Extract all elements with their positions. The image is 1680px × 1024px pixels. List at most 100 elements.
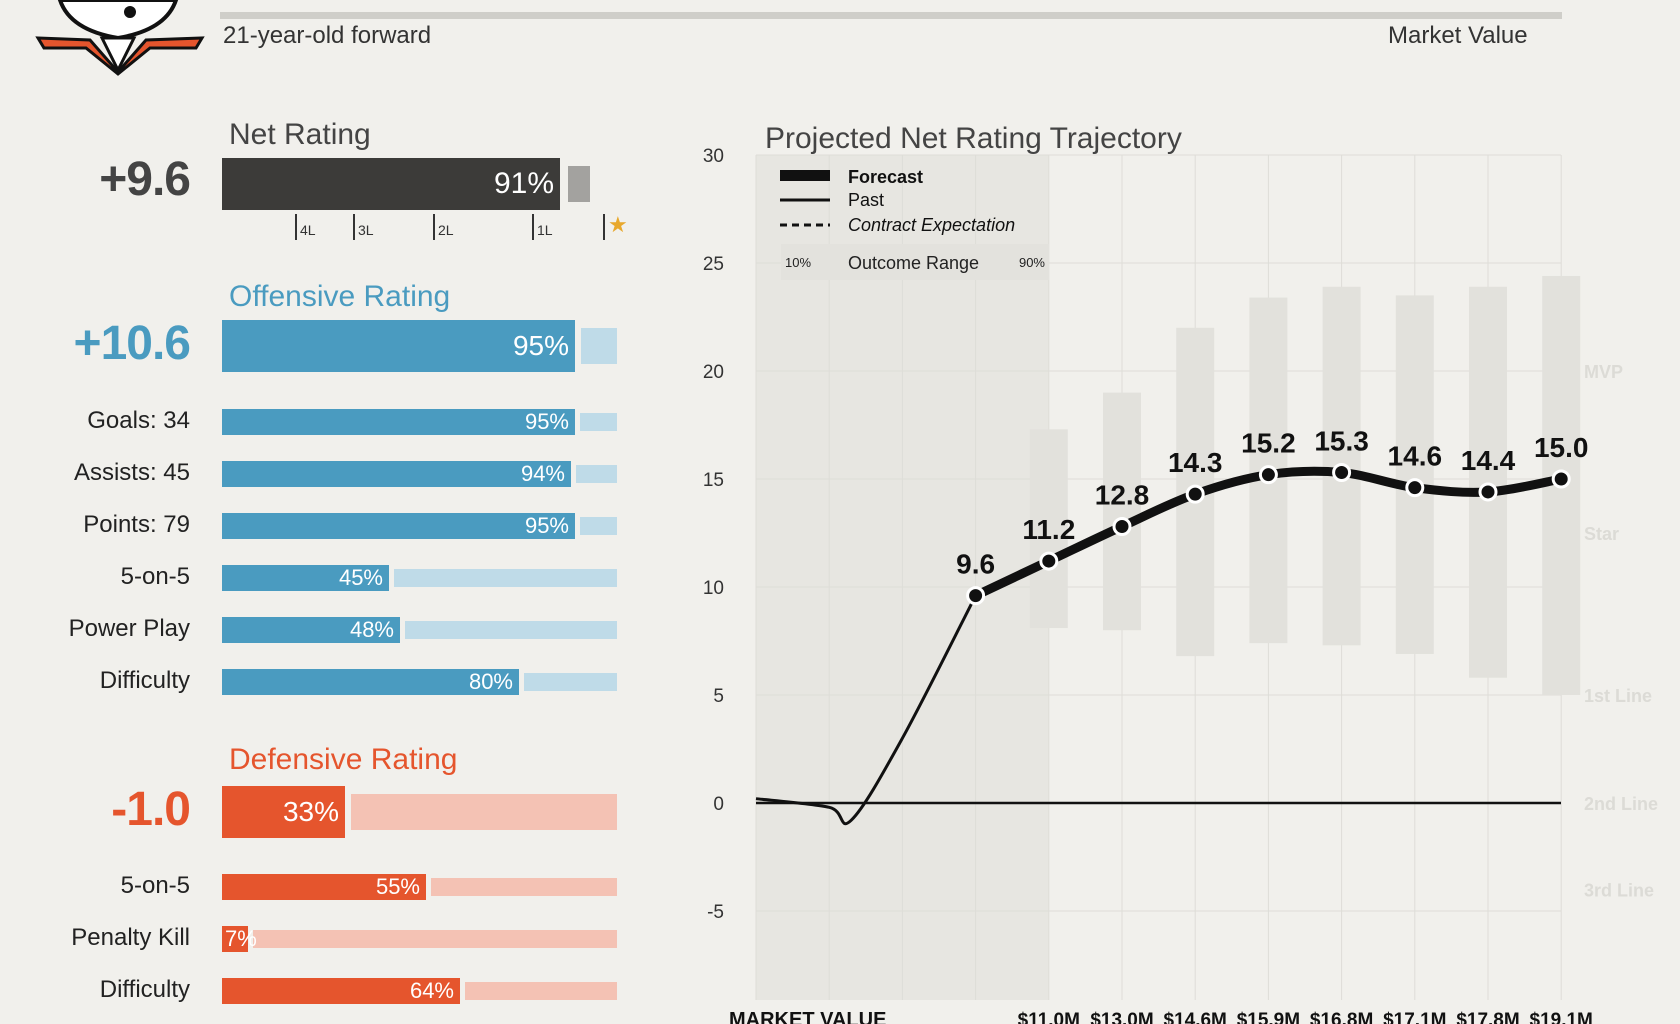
offense-row-bar-rest	[576, 464, 617, 484]
outcome-range-band	[1029, 429, 1068, 629]
offense-row-bar-fill	[222, 513, 575, 539]
x-tick-label: $17.1M	[1383, 1010, 1446, 1024]
net-rating-bar-rest	[568, 165, 590, 203]
offense-row-pct: 80%	[468, 669, 513, 694]
forecast-point	[966, 586, 986, 606]
offense-row-label: Power Play	[68, 615, 190, 642]
defense-row-bar-rest	[253, 929, 617, 949]
x-tick-label: $17.8M	[1456, 1010, 1519, 1024]
defensive-rating-pct: 33%	[282, 796, 339, 827]
player-subtitle: 21-year-old forward	[223, 22, 432, 49]
offense-row-pct: 95%	[524, 409, 569, 434]
chart-title: Projected Net Rating Trajectory	[765, 122, 1182, 155]
outcome-range-band	[1542, 275, 1581, 695]
x-tick-label: $16.8M	[1310, 1010, 1373, 1024]
offense-row-bar-fill	[222, 461, 571, 487]
net-rating-pct: 91%	[493, 167, 554, 200]
tier-label: Star	[1584, 524, 1619, 544]
defense-row-pct: 64%	[409, 978, 454, 1003]
offense-row-label: Goals: 34	[87, 407, 190, 434]
x-tick-label: $11.0M	[1018, 1010, 1080, 1024]
tick-1l: 1L	[532, 214, 553, 240]
offense-row-bar-rest	[580, 516, 617, 536]
offense-row-pct: 95%	[524, 513, 569, 538]
tick-4l: 4L	[295, 214, 316, 240]
forecast-point	[1332, 463, 1352, 483]
x-tick-label: $15.9M	[1237, 1010, 1300, 1024]
offense-row-bar: 45%	[222, 565, 617, 591]
defensive-rating-bar: 33%	[222, 786, 617, 838]
tier-label: 2nd Line	[1584, 794, 1658, 814]
forecast-data-label: 12.8	[1095, 480, 1150, 511]
defensive-rating-bar-fill	[222, 786, 345, 838]
y-tick-label: 0	[713, 794, 724, 815]
offense-row-bar: 94%	[222, 461, 617, 487]
legend-forecast-label: Forecast	[848, 167, 923, 187]
tick-3l: 3L	[353, 214, 374, 240]
outcome-range-band	[1176, 327, 1215, 657]
defensive-rating-bar-rest	[351, 793, 617, 831]
offensive-rating-bar-rest	[581, 327, 617, 365]
net-rating-bar-fill	[222, 158, 560, 210]
legend-range-low: 10%	[785, 255, 811, 270]
defense-row-bar-fill	[222, 978, 460, 1004]
star-icon: ★	[608, 212, 628, 237]
offense-row-label: 5-on-5	[120, 563, 190, 590]
y-tick-label: 15	[703, 470, 724, 491]
outcome-range-band	[1469, 286, 1507, 678]
defense-row-bar-rest	[465, 981, 617, 1001]
offense-row-bar-fill	[222, 409, 575, 435]
forecast-data-label: 15.3	[1314, 426, 1369, 457]
offense-row-bar-fill	[222, 565, 389, 591]
y-tick-label: 30	[703, 146, 724, 167]
defense-row-bar-fill	[222, 926, 248, 952]
legend-range-label: Outcome Range	[848, 253, 979, 273]
offense-row-bar-rest	[580, 412, 617, 432]
offense-row-bar-rest	[394, 568, 617, 588]
y-tick-label: 5	[713, 686, 724, 707]
outcome-range-band	[1103, 392, 1141, 631]
net-rating-title: Net Rating	[229, 118, 371, 151]
forecast-data-label: 15.0	[1534, 432, 1589, 463]
offense-row-label: Points: 79	[83, 511, 190, 538]
defense-row-pct: 7%	[225, 926, 257, 951]
offensive-rating-bar: 95%	[222, 320, 617, 372]
header-rule	[220, 12, 1562, 19]
offensive-rating-bar-fill	[222, 320, 575, 372]
forecast-data-label: 14.6	[1388, 441, 1443, 472]
net-rating-bar: 91%	[222, 158, 617, 210]
team-logo	[35, 0, 205, 76]
outcome-range-band	[1249, 297, 1288, 644]
y-tick-label: 25	[703, 254, 724, 275]
offense-row-label: Difficulty	[99, 667, 190, 694]
x-tick-label: $19.1M	[1530, 1010, 1593, 1024]
forecast-point	[1258, 465, 1278, 485]
offense-row-pct: 94%	[520, 461, 565, 486]
legend-range-swatch	[781, 244, 1049, 280]
tier-label: 1st Line	[1584, 686, 1652, 706]
legend-range-high: 90%	[1019, 255, 1045, 270]
tick-star: ★	[603, 212, 631, 240]
forecast-point	[1112, 517, 1132, 537]
offense-row-pct: 45%	[338, 565, 383, 590]
x-tick-label: $14.6M	[1164, 1010, 1227, 1024]
defense-row-bar-fill	[222, 874, 426, 900]
defense-row-bar-rest	[431, 877, 617, 897]
forecast-data-label: 11.2	[1022, 514, 1075, 545]
defense-row-bar: 64%	[222, 978, 617, 1004]
forecast-point	[1551, 469, 1571, 489]
defense-row-label: Penalty Kill	[71, 924, 190, 951]
defense-row-label: 5-on-5	[120, 872, 190, 899]
offense-row-pct: 48%	[349, 617, 394, 642]
offense-row-bar-fill	[222, 669, 519, 695]
legend-past-label: Past	[848, 190, 884, 210]
defense-row-pct: 55%	[375, 874, 420, 899]
forecast-data-label: 9.6	[956, 549, 995, 580]
offensive-rating-pct: 95%	[512, 330, 569, 361]
offense-row-bar: 95%	[222, 409, 617, 435]
offense-row-label: Assists: 45	[73, 459, 190, 486]
net-rating-value: +9.6	[99, 153, 191, 206]
market-value-label: Market Value	[1388, 22, 1528, 49]
outcome-range-band	[1395, 295, 1434, 654]
